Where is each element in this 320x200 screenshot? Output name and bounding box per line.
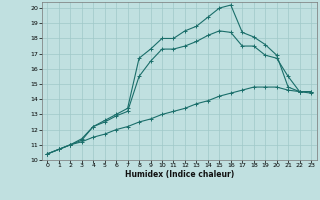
X-axis label: Humidex (Indice chaleur): Humidex (Indice chaleur) <box>124 170 234 179</box>
